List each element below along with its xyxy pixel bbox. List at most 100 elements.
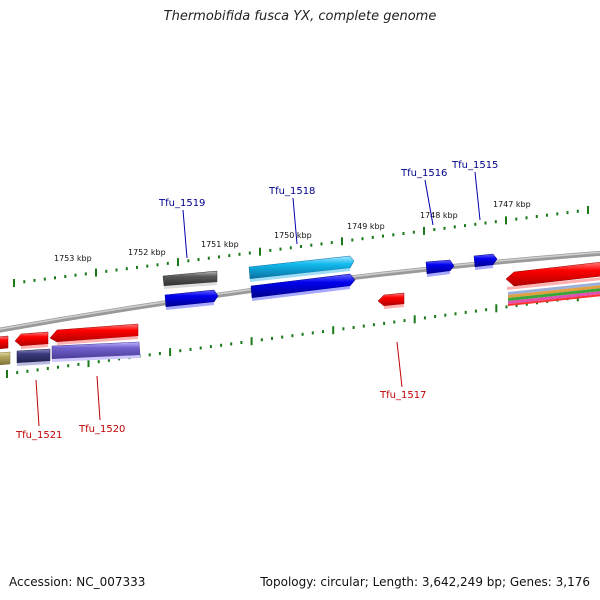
minor-tick — [362, 324, 365, 328]
minor-tick — [84, 272, 87, 276]
minor-tick — [351, 238, 354, 242]
gene-tfu1519-upper[interactable] — [162, 270, 218, 289]
minor-tick — [576, 209, 579, 213]
gene-label-tfu1517[interactable]: Tfu_1517 — [379, 390, 426, 401]
gene-tfu1516[interactable] — [425, 259, 455, 277]
gene-label-tfu1516[interactable]: Tfu_1516 — [400, 168, 447, 179]
minor-tick — [383, 321, 386, 325]
minor-tick — [443, 226, 446, 230]
minor-tick — [310, 243, 313, 247]
gene-label-tfu1515[interactable]: Tfu_1515 — [451, 160, 498, 171]
minor-tick — [125, 267, 128, 271]
major-tick — [259, 247, 261, 256]
minor-tick — [269, 248, 272, 252]
major-tick — [495, 304, 498, 313]
minor-tick — [289, 246, 292, 250]
gene-tfu1520-red[interactable] — [49, 323, 139, 345]
gene-tfu1518[interactable] — [250, 273, 356, 301]
major-tick — [505, 216, 507, 225]
gene-edge-red-left[interactable] — [0, 335, 9, 350]
minor-tick — [403, 319, 406, 323]
minor-tick — [454, 312, 457, 316]
minor-tick — [77, 362, 80, 366]
minor-tick — [248, 251, 251, 255]
minor-tick — [26, 369, 29, 373]
minor-tick — [433, 228, 436, 232]
accession-text: Accession: NC_007333 — [9, 575, 146, 589]
minor-tick — [535, 215, 538, 218]
minor-tick — [485, 308, 488, 312]
minor-tick — [228, 254, 231, 258]
minor-tick — [412, 230, 415, 234]
minor-tick — [300, 245, 302, 248]
minor-tick — [64, 275, 67, 278]
minor-tick — [320, 242, 323, 246]
minor-tick — [444, 313, 447, 317]
minor-tick — [525, 302, 528, 306]
gene-tfu1517[interactable] — [377, 292, 405, 309]
minor-tick — [115, 268, 118, 272]
gene-label-tfu1520[interactable]: Tfu_1520 — [78, 424, 125, 435]
minor-tick — [423, 316, 426, 320]
minor-tick — [484, 221, 487, 225]
gene-label-tfu1518[interactable]: Tfu_1518 — [268, 186, 315, 197]
minor-tick — [260, 338, 263, 342]
major-tick — [423, 226, 425, 235]
tick-label-1750: 1750 kbp — [274, 231, 312, 240]
minor-tick — [372, 323, 375, 327]
major-tick — [169, 348, 172, 357]
gene-tfu1521-red[interactable] — [14, 331, 49, 349]
minor-tick — [281, 335, 284, 339]
minor-tick — [189, 347, 192, 351]
gene-edge-right-stack[interactable] — [505, 261, 600, 306]
major-tick — [177, 258, 179, 267]
minor-tick — [197, 258, 200, 261]
gene-label-tfu1521[interactable]: Tfu_1521 — [15, 430, 62, 441]
minor-tick — [105, 269, 108, 273]
minor-tick — [46, 367, 49, 370]
minor-tick — [199, 346, 202, 350]
minor-tick — [36, 368, 39, 372]
tick-label-1752: 1752 kbp — [128, 248, 166, 257]
outer-tick-track — [13, 206, 589, 287]
gene-edge-olive-left[interactable] — [0, 351, 11, 366]
minor-tick — [474, 309, 477, 313]
gene-tfu1520[interactable] — [51, 341, 141, 362]
gene-name-labels: Tfu_1515 Tfu_1516 Tfu_1518 Tfu_1519 Tfu_… — [15, 160, 498, 441]
minor-tick — [494, 220, 497, 224]
map-title: Thermobifida fusca YX, complete genome — [163, 9, 437, 24]
gene-tfu1518-cyan[interactable] — [248, 255, 355, 282]
minor-tick — [392, 233, 395, 237]
gene-tfu1515[interactable] — [473, 253, 498, 270]
tick-label-1749: 1749 kbp — [347, 222, 385, 231]
minor-tick — [505, 305, 508, 309]
major-tick — [341, 237, 343, 246]
gene-features — [0, 253, 600, 366]
tick-label-1747: 1747 kbp — [493, 200, 531, 209]
minor-tick — [74, 273, 77, 277]
genome-summary-text: Topology: circular; Length: 3,642,249 bp… — [260, 575, 590, 589]
kbp-tick-labels: 1747 kbp 1748 kbp 1749 kbp 1750 kbp 1751… — [54, 200, 531, 263]
minor-tick — [54, 276, 56, 280]
major-tick — [413, 315, 416, 324]
minor-tick — [546, 213, 548, 217]
minor-tick — [16, 371, 19, 375]
gene-tfu1521[interactable] — [16, 348, 51, 366]
gene-label-tfu1519[interactable]: Tfu_1519 — [158, 198, 205, 209]
minor-tick — [220, 343, 223, 347]
minor-tick — [393, 320, 396, 324]
minor-tick — [464, 310, 467, 314]
minor-tick — [67, 364, 70, 368]
minor-tick — [43, 277, 46, 281]
major-tick — [332, 326, 335, 335]
minor-tick — [556, 212, 559, 216]
tick-label-1748: 1748 kbp — [420, 211, 458, 220]
minor-tick — [515, 304, 518, 308]
gene-tfu1519[interactable] — [164, 289, 219, 310]
tick-label-1753: 1753 kbp — [54, 254, 92, 263]
minor-tick — [240, 341, 243, 344]
major-tick — [95, 268, 97, 277]
minor-tick — [330, 241, 333, 245]
